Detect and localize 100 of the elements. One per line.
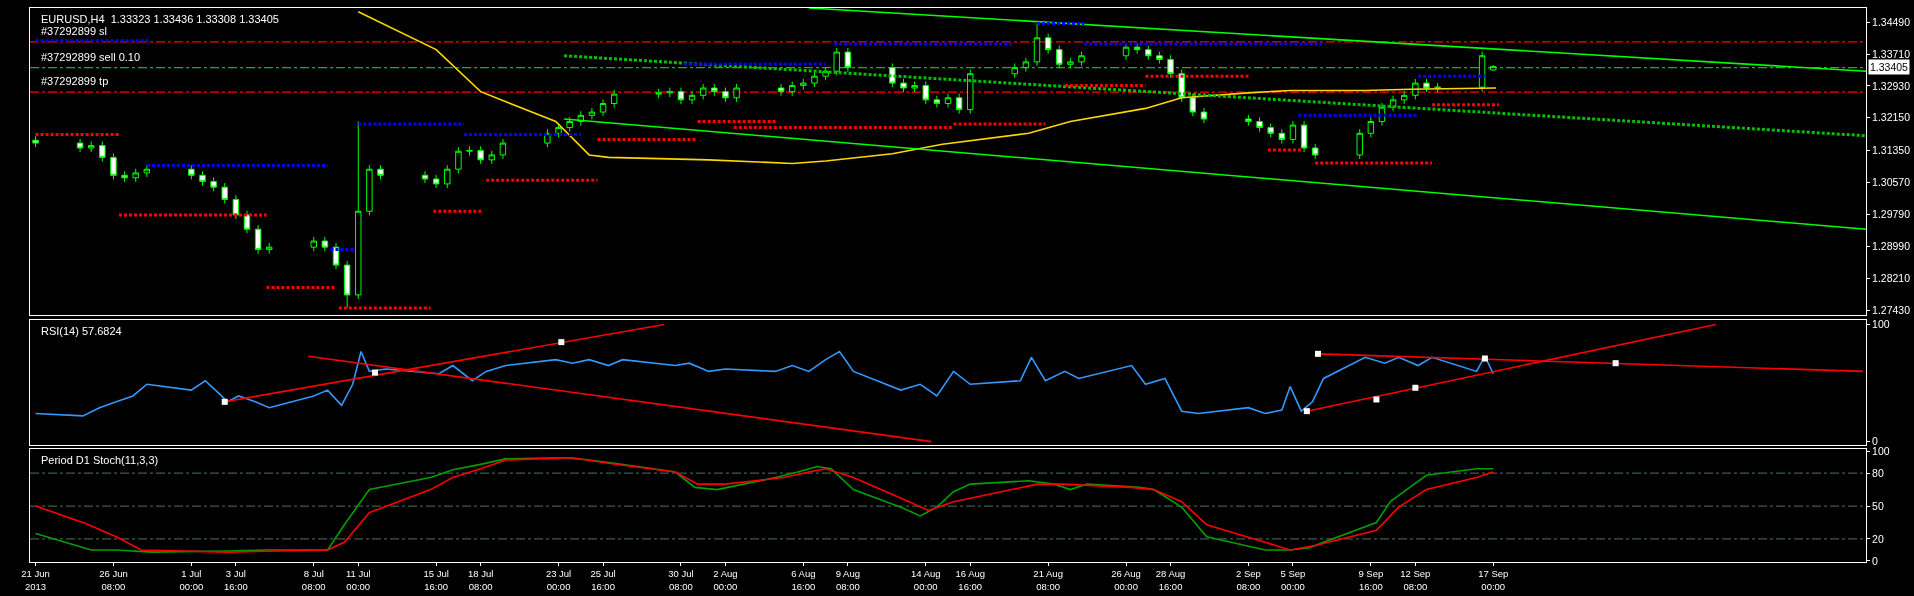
y-tick-label: 80: [1872, 466, 1884, 479]
candlestick: [199, 170, 206, 187]
annotation: 1.33405: [1870, 61, 1909, 73]
candlestick: [366, 164, 373, 216]
text: EURUSD,H4 1.33323 1.33436 1.33308 1.33405: [41, 13, 279, 25]
x-tick-label: 23 Jul 00:00: [545, 568, 572, 592]
x-tick-label: 21 Aug 08:00: [1033, 568, 1063, 592]
candlestick: [210, 176, 217, 192]
candlestick: [1278, 128, 1286, 144]
candlestick: [310, 236, 317, 252]
text: RSI(14) 57.6824: [41, 325, 122, 337]
candlestick: [1189, 93, 1197, 117]
candlestick: [800, 78, 807, 91]
candlestick: [488, 150, 496, 165]
x-tick-label: 5 Sep 00:00: [1280, 568, 1306, 592]
candlestick: [922, 80, 929, 105]
candlestick: [1044, 33, 1052, 55]
candlestick: [432, 174, 440, 189]
candlestick: [243, 210, 251, 234]
point: [1481, 355, 1488, 362]
candlestick: [555, 123, 562, 138]
candlestick: [666, 87, 674, 98]
candlestick: [677, 87, 685, 105]
candlestick: [833, 47, 840, 76]
candlestick: [143, 164, 151, 178]
candlestick: [1033, 23, 1041, 67]
candlestick: [132, 168, 139, 183]
y-tick-label: 1.31350: [1872, 144, 1911, 157]
x-tick-label: 26 Jun 08:00: [99, 568, 128, 592]
x-tick-label: 21 Jun 2013: [21, 568, 50, 592]
y-tick-label: 1.28210: [1872, 272, 1911, 285]
candlestick: [1490, 64, 1497, 72]
candlestick: [1267, 123, 1274, 138]
candlestick: [1367, 116, 1375, 138]
x-tick-label: 3 Jul 16:00: [223, 568, 248, 592]
point: [1412, 384, 1419, 391]
candlestick: [87, 140, 95, 153]
candlestick: [777, 83, 785, 97]
candlestick: [788, 80, 796, 97]
candlestick: [610, 89, 618, 109]
x-tick-label: 2 Aug 00:00: [713, 568, 738, 592]
candlestick: [933, 95, 941, 109]
candlestick: [499, 138, 507, 160]
candlestick: [1200, 107, 1208, 124]
candlestick: [1289, 120, 1297, 144]
x-tick-label: 14 Aug 00:00: [910, 568, 941, 592]
candlestick: [232, 194, 240, 220]
candlestick: [655, 88, 662, 99]
candlestick: [1022, 57, 1030, 73]
text: Period D1 Stoch(11,3,3): [41, 454, 159, 466]
candlestick: [1311, 143, 1319, 160]
x-tick-label: 9 Aug 08:00: [835, 568, 861, 592]
y-tick-label: 1.32930: [1872, 79, 1911, 92]
candlestick: [110, 152, 117, 180]
candlestick: [722, 87, 729, 103]
candlestick: [1245, 114, 1252, 127]
x-tick-label: 9 Sep 16:00: [1358, 568, 1384, 592]
candlestick: [599, 98, 607, 117]
candlestick: [32, 135, 39, 148]
candlestick: [188, 164, 195, 180]
candlestick: [699, 83, 707, 100]
y-tick-label: 50: [1872, 499, 1884, 512]
candlestick: [466, 145, 473, 156]
point: [1303, 408, 1310, 415]
candlestick: [889, 63, 896, 88]
y-tick-label: 1.30570: [1872, 175, 1911, 188]
x-tick-label: 25 Jul 16:00: [590, 568, 616, 592]
y-tick-label: 1.28990: [1872, 240, 1911, 253]
x-tick-label: 1 Jul 00:00: [179, 568, 204, 592]
candlestick: [1300, 120, 1308, 153]
candlestick: [377, 164, 384, 180]
candlestick: [1356, 128, 1363, 160]
x-tick-label: 28 Aug 16:00: [1155, 568, 1186, 592]
point: [1314, 350, 1321, 357]
candlestick: [1056, 45, 1063, 69]
x-tick-label: 30 Jul 08:00: [668, 568, 694, 592]
candlestick: [944, 93, 952, 109]
point: [371, 369, 378, 376]
x-tick-label: 8 Jul 08:00: [301, 568, 326, 592]
y-tick-label: 1.33710: [1872, 47, 1911, 60]
x-tick-label: 12 Sep 08:00: [1400, 568, 1431, 592]
candlestick: [1122, 42, 1130, 61]
candlestick: [444, 164, 451, 189]
candlestick: [900, 78, 907, 93]
candlestick: [1423, 78, 1430, 93]
candlestick: [355, 120, 362, 300]
candlestick: [455, 146, 462, 174]
candlestick: [967, 69, 974, 115]
y-tick-label: 20: [1872, 532, 1884, 545]
ref-line-label: #37292899 sell 0.10: [41, 51, 141, 63]
candlestick: [343, 260, 351, 309]
y-tick-label: 100: [1872, 318, 1890, 331]
candlestick: [1256, 116, 1263, 133]
candlestick: [121, 170, 128, 183]
candlestick: [254, 224, 262, 255]
candlestick: [1133, 42, 1141, 55]
candlestick: [99, 140, 106, 162]
x-tick-label: 2 Sep 08:00: [1236, 568, 1261, 592]
y-tick-label: 1.27430: [1872, 304, 1911, 317]
x-tick-label: 26 Aug 00:00: [1111, 568, 1141, 592]
